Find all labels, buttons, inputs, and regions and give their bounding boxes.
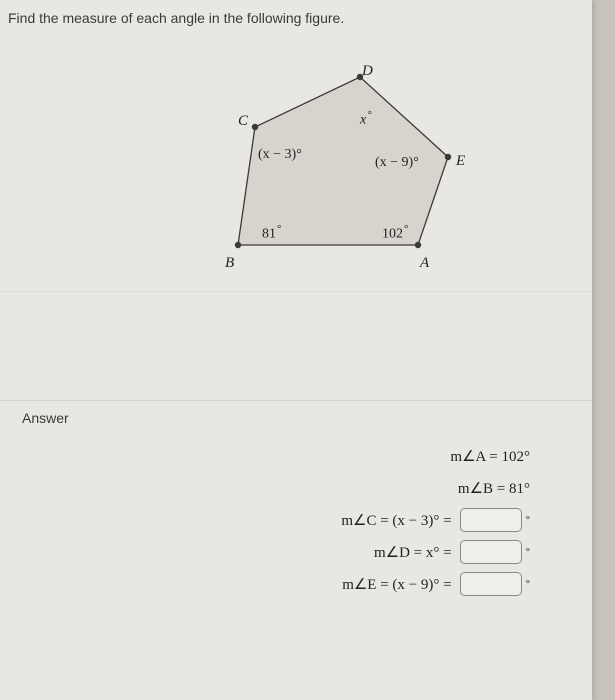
answer-lhs: m∠A = 102° bbox=[450, 447, 530, 466]
question-prompt: Find the measure of each angle in the fo… bbox=[8, 10, 344, 26]
angle-label-a: 102° bbox=[382, 223, 408, 243]
answer-row-0: m∠A = 102° bbox=[190, 440, 530, 472]
answer-row-3: m∠D = x° = ° bbox=[190, 536, 530, 568]
answer-input[interactable] bbox=[460, 572, 522, 596]
answer-lhs: m∠E = (x − 9)° = bbox=[342, 575, 451, 594]
vertex-label-d: D bbox=[362, 63, 373, 80]
divider-faint bbox=[0, 291, 592, 292]
angle-label-b: 81° bbox=[262, 223, 281, 243]
answer-input[interactable] bbox=[460, 508, 522, 532]
vertex-label-b: B bbox=[225, 255, 234, 272]
vertex-dot-c bbox=[252, 124, 258, 130]
worksheet-page: Find the measure of each angle in the fo… bbox=[0, 0, 592, 700]
angle-label-e: (x − 9)° bbox=[375, 155, 419, 171]
degree-symbol: ° bbox=[526, 546, 530, 558]
degree-symbol: ° bbox=[526, 578, 530, 590]
answer-lhs: m∠D = x° = bbox=[374, 543, 452, 562]
pentagon-svg bbox=[190, 65, 470, 275]
vertex-dot-e bbox=[445, 154, 451, 160]
vertex-label-e: E bbox=[456, 153, 465, 170]
answer-block: m∠A = 102°m∠B = 81°m∠C = (x − 3)° = °m∠D… bbox=[190, 440, 530, 600]
answer-row-2: m∠C = (x − 3)° = ° bbox=[190, 504, 530, 536]
angle-label-d: x° bbox=[360, 109, 372, 129]
answer-lhs: m∠C = (x − 3)° = bbox=[341, 511, 451, 530]
answer-row-1: m∠B = 81° bbox=[190, 472, 530, 504]
answer-heading: Answer bbox=[22, 410, 69, 426]
answer-input[interactable] bbox=[460, 540, 522, 564]
degree-symbol: ° bbox=[526, 514, 530, 526]
angle-label-c: (x − 3)° bbox=[258, 147, 302, 163]
vertex-dot-a bbox=[415, 242, 421, 248]
divider bbox=[0, 400, 592, 401]
vertex-label-c: C bbox=[238, 113, 248, 130]
vertex-dot-b bbox=[235, 242, 241, 248]
answer-lhs: m∠B = 81° bbox=[458, 479, 530, 498]
pentagon-figure: B C D E A 81° (x − 3)° x° (x − 9)° 102° bbox=[190, 65, 470, 275]
answer-row-4: m∠E = (x − 9)° = ° bbox=[190, 568, 530, 600]
vertex-label-a: A bbox=[420, 255, 429, 272]
